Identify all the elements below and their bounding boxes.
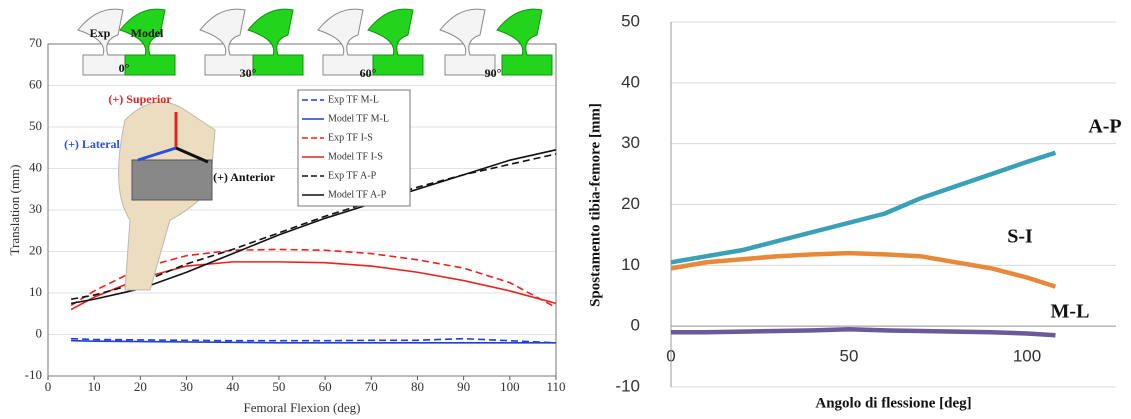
knee-icon xyxy=(496,8,553,76)
y-tick-label: 20 xyxy=(29,242,42,257)
plot-frame xyxy=(47,43,557,377)
series-label: A-P xyxy=(1088,116,1121,138)
series-line xyxy=(71,337,557,344)
y-tick-label: 0 xyxy=(631,316,640,335)
legend-box xyxy=(297,89,411,207)
y-tick-label: 40 xyxy=(29,159,42,174)
series-line xyxy=(71,339,556,344)
y-tick-label: 30 xyxy=(621,133,640,152)
x-tick-label: 80 xyxy=(411,379,424,394)
series-line xyxy=(670,250,1057,289)
implant xyxy=(131,159,213,201)
y-tick-label: 10 xyxy=(29,284,42,299)
y-tick-label: 50 xyxy=(29,118,42,133)
y-tick-label: 10 xyxy=(621,255,640,274)
legend-label: Model TF A-P xyxy=(328,189,387,200)
annotation: (+) Anterior xyxy=(213,170,275,184)
annotation: 30° xyxy=(240,66,257,80)
annotation: (+) Superior xyxy=(108,92,172,106)
legend-label: Model TF I-S xyxy=(328,151,383,162)
x-tick-label: 0 xyxy=(45,379,52,394)
series-label: M-L xyxy=(1051,301,1090,323)
x-tick-label: 30 xyxy=(180,379,193,394)
x-tick-label: 90 xyxy=(457,379,470,394)
annotation: 0° xyxy=(119,61,130,75)
x-axis-title: Femoral Flexion (deg) xyxy=(244,400,361,415)
y-axis-title: Translation (mm) xyxy=(7,165,22,256)
legend-label: Model TF M-L xyxy=(328,113,389,124)
y-tick-label: 40 xyxy=(621,72,640,91)
knee-icon xyxy=(317,8,374,76)
y-tick-label: 30 xyxy=(29,201,42,216)
x-tick-label: 100 xyxy=(1013,347,1041,366)
knee-icon xyxy=(439,8,496,76)
knee-icon xyxy=(77,8,134,76)
annotation: 60° xyxy=(360,66,377,80)
x-tick-label: 110 xyxy=(546,379,565,394)
x-tick-label: 10 xyxy=(88,379,101,394)
x-tick-label: 50 xyxy=(840,347,859,366)
annotation: Exp xyxy=(90,26,111,40)
knee-icon xyxy=(247,8,304,76)
arrow-lateral xyxy=(137,146,177,162)
series-label: S-I xyxy=(1007,226,1033,248)
x-tick-label: 20 xyxy=(134,379,147,394)
knee-icon xyxy=(199,8,256,76)
x-tick-label: 70 xyxy=(365,379,378,394)
y-tick-label: -10 xyxy=(25,367,42,382)
x-tick-label: 50 xyxy=(272,379,285,394)
y-tick-label: 50 xyxy=(621,11,640,30)
y-axis-title: Spostamento tibia-femore [mm] xyxy=(587,103,603,307)
annotation: 90° xyxy=(485,66,502,80)
series-line xyxy=(670,150,1057,265)
y-tick-label: -10 xyxy=(615,376,640,395)
knee-icon xyxy=(367,8,424,76)
arrow-anterior xyxy=(175,146,209,164)
y-tick-label: 20 xyxy=(621,194,640,213)
series-line xyxy=(671,326,1056,338)
annotation: Model xyxy=(131,26,164,40)
knee-icon xyxy=(119,8,176,76)
legend-label: Exp TF M-L xyxy=(328,94,379,105)
series-line xyxy=(70,149,557,305)
y-tick-label: 70 xyxy=(29,35,42,50)
legend-label: Exp TF I-S xyxy=(328,132,373,143)
x-tick-label: 100 xyxy=(500,379,520,394)
legend-label: Exp TF A-P xyxy=(328,170,377,181)
x-tick-label: 60 xyxy=(319,379,332,394)
x-tick-label: 40 xyxy=(226,379,239,394)
annotation: (+) Lateral xyxy=(64,137,120,151)
x-axis-title: Angolo di flessione [deg] xyxy=(815,395,971,411)
y-tick-label: 60 xyxy=(29,76,42,91)
y-tick-label: 0 xyxy=(36,325,43,340)
